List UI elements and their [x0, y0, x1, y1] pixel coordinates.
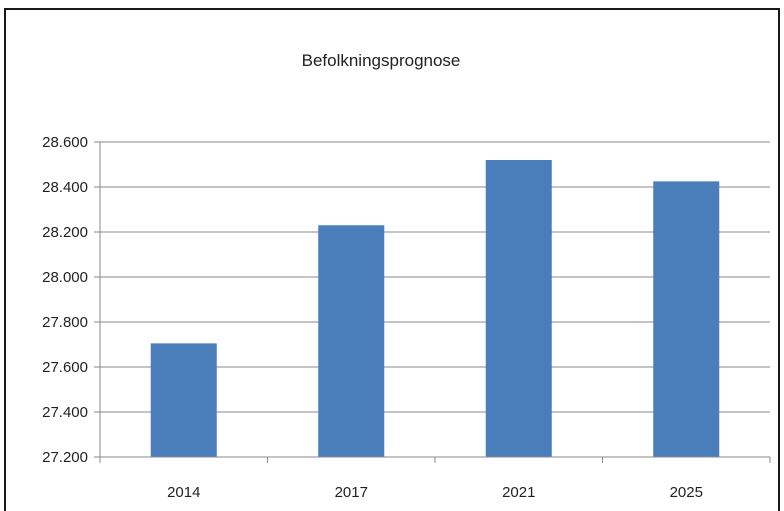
y-tick-label: 27.800: [42, 314, 88, 331]
x-axis-tick-labels: 2014 2017 2021 2025: [167, 484, 703, 501]
bar-2014: [150, 343, 217, 457]
y-tick-label: 27.400: [42, 404, 88, 421]
y-axis-tick-labels: 27.200 27.400 27.600 27.800 28.000 28.200 28.4…: [42, 134, 88, 466]
bar-2025: [653, 181, 720, 457]
y-tick-label: 27.200: [42, 449, 88, 466]
x-tick-label: 2017: [335, 484, 368, 501]
chart-title: Befolkningsprognose: [302, 51, 461, 70]
x-tick-label: 2021: [502, 484, 535, 501]
y-tick-label: 27.600: [42, 359, 88, 376]
bar-2021: [485, 160, 552, 457]
bar-2017: [318, 225, 385, 457]
bars: [150, 160, 720, 457]
x-tick-label: 2025: [670, 484, 703, 501]
y-tick-label: 28.200: [42, 224, 88, 241]
chart-frame: [4, 8, 780, 511]
axes: [99, 142, 771, 463]
y-tick-label: 28.600: [42, 134, 88, 151]
y-tick-label: 28.000: [42, 269, 88, 286]
x-tick-label: 2014: [167, 484, 200, 501]
y-tick-label: 28.400: [42, 179, 88, 196]
